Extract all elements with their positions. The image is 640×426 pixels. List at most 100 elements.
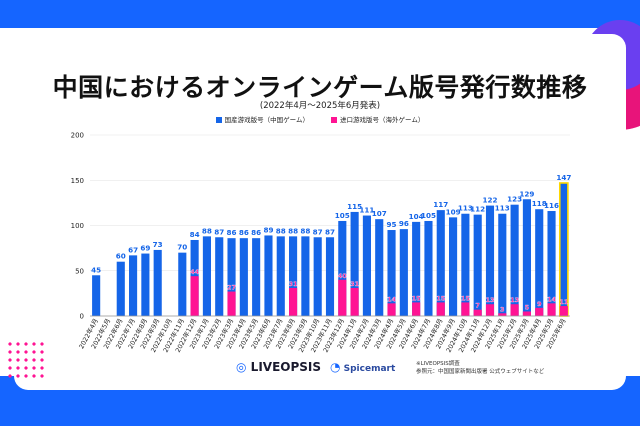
- data-label-domestic: 88: [276, 226, 286, 235]
- bar-domestic: [547, 211, 556, 316]
- bar-domestic: [276, 236, 285, 316]
- bar-domestic: [558, 182, 569, 317]
- data-label-imported: 7: [475, 302, 480, 310]
- data-label-domestic: 113: [458, 204, 473, 213]
- bar-domestic: [535, 209, 544, 316]
- data-label-domestic: 88: [300, 226, 310, 235]
- bar-domestic: [498, 213, 507, 316]
- bar-domestic: [485, 205, 495, 316]
- data-label-domestic: 113: [495, 204, 510, 213]
- data-label-domestic: 105: [335, 211, 350, 220]
- bar-domestic: [301, 236, 310, 316]
- data-label-domestic: 115: [347, 202, 362, 211]
- liveopsis-icon: ◎: [236, 360, 247, 374]
- bar-domestic: [215, 237, 224, 316]
- spicemart-icon: ◔: [330, 360, 341, 374]
- bar-domestic: [116, 261, 125, 316]
- data-label-imported: 13: [510, 296, 519, 304]
- bar-imported: [510, 304, 519, 316]
- data-label-domestic: 109: [446, 207, 461, 216]
- data-label-imported: 31: [350, 280, 360, 288]
- data-label-domestic: 70: [177, 243, 187, 252]
- note-line-1: ※LIVEOPSIS調査: [416, 361, 460, 367]
- data-label-domestic: 45: [91, 265, 101, 274]
- data-label-domestic: 118: [532, 199, 547, 208]
- bar-imported: [522, 311, 531, 316]
- data-label-domestic: 116: [544, 201, 559, 210]
- spicemart-logo-text: Spicemart: [343, 364, 396, 374]
- note-line-2: 参照元：中国国家新聞出版署 公式ウェブサイトなど: [416, 369, 545, 375]
- data-label-imported: 14: [547, 295, 557, 303]
- source-notes: ※LIVEOPSIS調査 参照元：中国国家新聞出版署 公式ウェブサイトなど: [416, 360, 544, 376]
- legend-label-domestic: 国産游戏版号（中国ゲーム）: [224, 116, 309, 124]
- bar-imported: [387, 303, 396, 316]
- data-label-domestic: 69: [140, 244, 150, 253]
- bar-imported: [350, 287, 359, 316]
- y-tick-label: 150: [71, 177, 84, 185]
- chart-subtitle: (2022年4月～2025年6月発表): [259, 101, 381, 111]
- bar-domestic: [289, 236, 298, 316]
- data-label-domestic: 105: [421, 211, 436, 220]
- bar-domestic: [510, 204, 519, 316]
- bar-domestic: [412, 221, 421, 316]
- bar-imported: [338, 279, 347, 316]
- y-tick-label: 200: [71, 132, 84, 140]
- data-label-domestic: 87: [325, 227, 335, 236]
- data-label-domestic: 88: [288, 226, 298, 235]
- bar-domestic: [313, 237, 322, 316]
- data-label-domestic: 88: [202, 226, 212, 235]
- bar-imported: [485, 304, 495, 316]
- bar-domestic: [461, 213, 470, 316]
- bar-domestic: [141, 253, 150, 316]
- bar-domestic: [264, 235, 273, 316]
- bar-imported: [227, 291, 236, 316]
- bar-domestic: [350, 211, 359, 316]
- data-label-domestic: 123: [507, 195, 522, 204]
- data-label-domestic: 107: [372, 209, 387, 218]
- data-label-imported: 15: [461, 294, 471, 302]
- data-label-domestic: 95: [387, 220, 397, 229]
- bar-domestic: [399, 229, 408, 316]
- legend-swatch-domestic: [215, 117, 222, 123]
- data-label-domestic: 87: [313, 227, 323, 236]
- bar-imported: [436, 302, 445, 316]
- data-label-imported: 31: [289, 280, 299, 288]
- bar-domestic: [375, 219, 384, 316]
- data-label-imported: 40: [338, 272, 348, 280]
- legend-swatch-imported: [331, 117, 338, 123]
- bar-domestic: [227, 238, 236, 316]
- bar-imported: [559, 306, 568, 316]
- bar-domestic: [202, 236, 211, 316]
- top-band: [0, 0, 640, 28]
- bar-domestic: [153, 249, 162, 316]
- data-label-domestic: 60: [116, 252, 126, 261]
- bar-domestic: [338, 220, 347, 316]
- bar-imported: [289, 287, 298, 316]
- bar-imported: [473, 309, 482, 316]
- data-label-imported: 3: [500, 305, 505, 313]
- data-label-domestic: 104: [409, 212, 424, 221]
- data-label-domestic: 112: [470, 205, 485, 214]
- bar-domestic: [449, 217, 458, 316]
- data-label-imported: 15: [436, 294, 446, 302]
- bar-imported: [498, 313, 507, 316]
- bar-domestic: [129, 255, 138, 316]
- y-tick-label: 0: [80, 313, 84, 321]
- legend-item-imported: 进口游戏版号（海外ゲーム）: [331, 114, 424, 124]
- bar-imported: [461, 302, 470, 316]
- data-label-domestic: 86: [239, 228, 249, 237]
- chart-legend: 国産游戏版号（中国ゲーム） 进口游戏版号（海外ゲーム）: [0, 114, 640, 124]
- data-label-imported: 13: [485, 296, 494, 304]
- decor-dots: [6, 340, 46, 380]
- data-label-domestic: 129: [519, 189, 534, 198]
- bar-domestic: [252, 238, 261, 316]
- bar-imported: [547, 303, 556, 316]
- bar-imported: [535, 307, 544, 316]
- bar-imported: [190, 276, 199, 316]
- y-tick-label: 100: [71, 222, 84, 230]
- bar-domestic: [522, 199, 531, 316]
- data-label-imported: 27: [227, 284, 236, 292]
- bar-domestic: [325, 237, 335, 316]
